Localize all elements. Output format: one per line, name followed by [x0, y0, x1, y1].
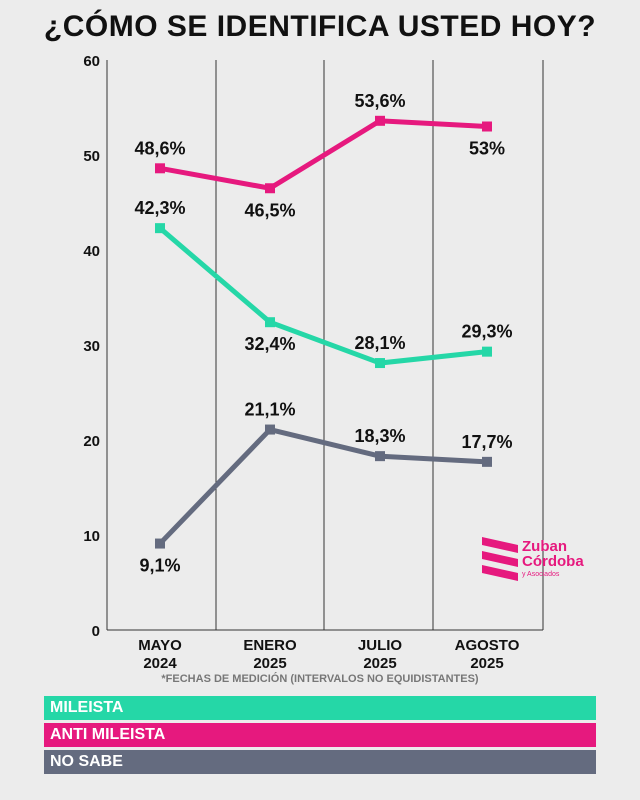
legend-item: NO SABE	[44, 750, 596, 774]
logo-line3: y Asociados	[522, 571, 560, 578]
data-point	[265, 183, 275, 194]
data-label: 48,6%	[134, 138, 185, 158]
data-label: 46,5%	[244, 200, 295, 220]
data-point	[155, 538, 165, 549]
data-point	[375, 451, 385, 462]
x-tick-label: ENERO	[243, 637, 297, 654]
zuban-cordoba-logo: Zuban Córdoba y Asociados	[480, 535, 610, 585]
legend-item: ANTI MILEISTA	[44, 723, 596, 747]
data-label: 17,7%	[461, 432, 512, 452]
data-point	[155, 163, 165, 174]
y-tick-label: 10	[83, 528, 100, 545]
logo-line1: Zuban	[522, 538, 567, 555]
x-tick-label: JULIO	[358, 637, 403, 654]
data-label: 42,3%	[134, 198, 185, 218]
data-point	[155, 223, 165, 234]
series-line-no-sabe	[158, 427, 488, 546]
y-tick-label: 30	[83, 338, 100, 355]
data-label: 28,1%	[354, 333, 405, 353]
data-point	[482, 456, 492, 467]
data-label: 32,4%	[244, 334, 295, 354]
y-tick-label: 50	[83, 148, 100, 165]
x-tick-label: 2025	[253, 655, 286, 672]
data-point	[375, 358, 385, 369]
data-label: 53%	[469, 139, 505, 159]
x-tick-label: 2024	[143, 655, 177, 672]
data-point	[265, 424, 275, 435]
line-chart: 0102030405060MAYO2024ENERO2025JULIO2025A…	[83, 53, 544, 672]
data-point	[375, 115, 385, 126]
data-label: 29,3%	[461, 322, 512, 342]
y-tick-label: 40	[83, 243, 100, 260]
x-tick-label: 2025	[363, 655, 396, 672]
y-tick-label: 0	[92, 623, 100, 640]
y-tick-label: 60	[83, 53, 100, 70]
x-tick-label: AGOSTO	[455, 637, 520, 654]
series-line-mileista	[158, 226, 488, 366]
logo-stripes-icon	[482, 537, 518, 581]
legend-item: MILEISTA	[44, 696, 596, 720]
data-label: 21,1%	[244, 400, 295, 420]
x-tick-label: 2025	[470, 655, 503, 672]
y-tick-label: 20	[83, 433, 100, 450]
data-label: 53,6%	[354, 91, 405, 111]
chart-title: ¿CÓMO SE IDENTIFICA USTED HOY?	[43, 10, 597, 43]
logo-line2: Córdoba	[522, 553, 584, 570]
data-point	[482, 121, 492, 132]
series-line-anti-mileista	[159, 118, 488, 191]
footnote: *FECHAS DE MEDICIÓN (INTERVALOS NO EQUID…	[161, 673, 479, 685]
data-label: 9,1%	[139, 556, 180, 576]
data-label: 18,3%	[354, 426, 405, 446]
x-tick-label: MAYO	[138, 637, 182, 654]
data-point	[482, 346, 492, 357]
data-point	[265, 317, 275, 328]
